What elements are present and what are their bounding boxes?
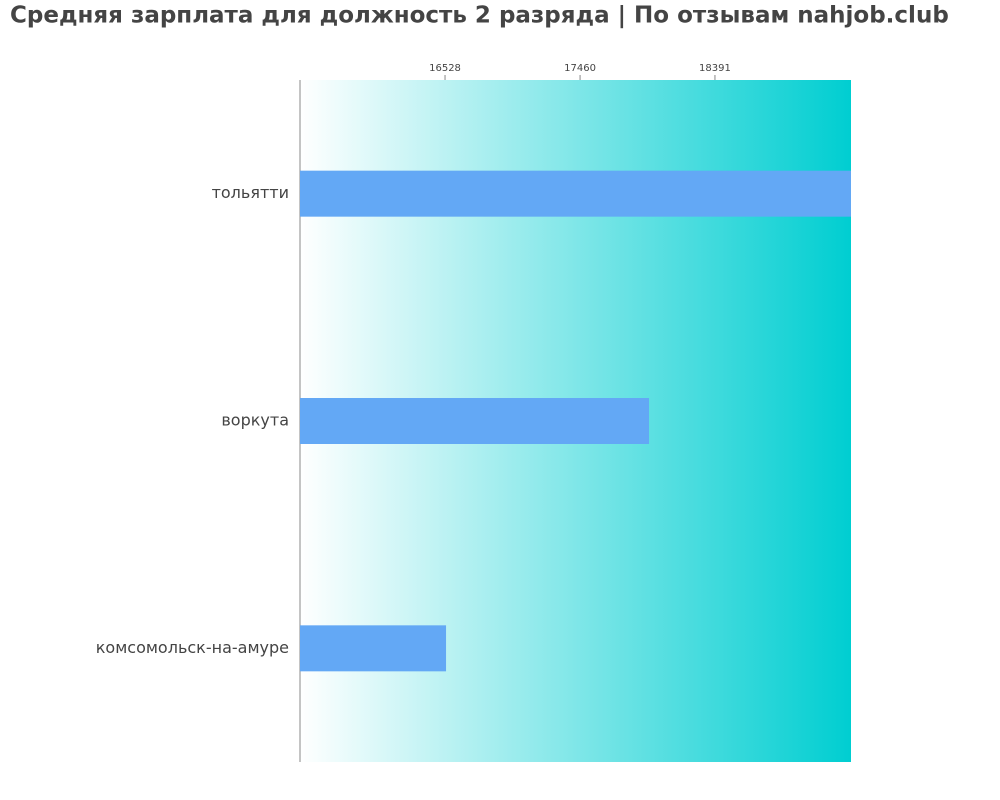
y-tick-label: комсомольск-на-амуре <box>96 638 289 657</box>
x-tick-label: 16528 <box>429 63 461 74</box>
bar <box>300 170 851 217</box>
y-tick-label: тольятти <box>212 183 289 202</box>
x-tick-label: 18391 <box>699 63 731 74</box>
chart-title: Средняя зарплата для должность 2 разряда… <box>10 3 949 29</box>
y-tick-label: воркута <box>221 411 289 430</box>
bar <box>300 398 650 444</box>
x-tick-label: 17460 <box>564 63 596 74</box>
bar <box>300 625 447 672</box>
